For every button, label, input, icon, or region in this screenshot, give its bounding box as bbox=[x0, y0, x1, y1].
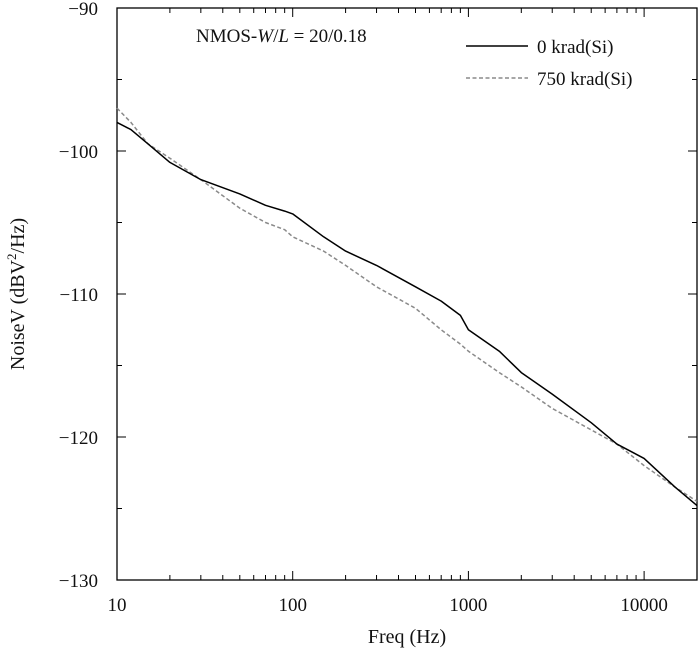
x-tick-label: 1000 bbox=[449, 595, 487, 616]
x-tick-label: 100 bbox=[278, 595, 307, 616]
y-tick-label: −90 bbox=[68, 0, 98, 20]
x-tick-label: 10000 bbox=[620, 595, 668, 616]
legend-label-0krad: 0 krad(Si) bbox=[537, 37, 614, 58]
legend: 0 krad(Si) 750 krad(Si) bbox=[466, 37, 633, 90]
y-ticks: −90 −100 −110 −120 −130 bbox=[59, 0, 697, 592]
x-tick-label: 10 bbox=[108, 595, 127, 616]
series-line-750krad bbox=[116, 107, 698, 503]
series-line-0krad bbox=[116, 121, 698, 507]
x-ticks: 10 100 1000 10000 bbox=[108, 8, 698, 616]
plot-frame bbox=[116, 7, 698, 581]
y-tick-label: −120 bbox=[59, 428, 98, 449]
device-annotation: NMOS-W/L = 20/0.18 bbox=[196, 26, 367, 47]
y-axis-title: NoiseV (dBV2/Hz) bbox=[4, 218, 29, 370]
legend-label-750krad: 750 krad(Si) bbox=[537, 69, 633, 90]
y-tick-label: −110 bbox=[59, 285, 98, 306]
y-tick-label: −100 bbox=[59, 142, 98, 163]
y-tick-label: −130 bbox=[59, 571, 98, 592]
x-axis-title: Freq (Hz) bbox=[368, 626, 446, 648]
series-layer bbox=[116, 107, 698, 507]
